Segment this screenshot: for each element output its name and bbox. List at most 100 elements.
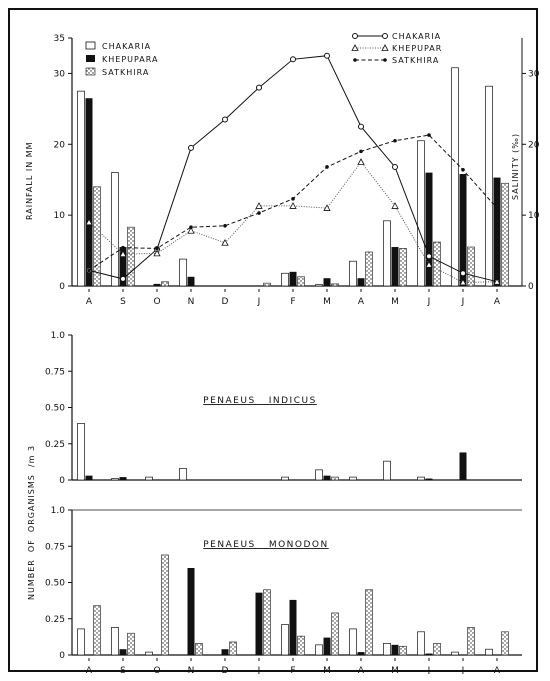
rainfall-bar-chakaria-3 (179, 258, 187, 287)
rainfall-bar-khepupara-2 (153, 283, 161, 286)
penaeus-monodon-panel: 0 0.25 0.50 0.75 1.0 NUMBER OF ORGANISMS /m … (27, 445, 522, 674)
rainfall-bar-khepupara-0 (85, 98, 93, 286)
salinity-point-chakaria-7 (324, 52, 330, 59)
rainfall-bar-khepupara-1 (119, 247, 127, 286)
legend-swatch-satkhira (85, 67, 96, 76)
rainfall-ytick-label-0: 0 (59, 282, 65, 292)
rainfall-bar-chakaria-8 (349, 260, 357, 287)
rainfall-axis-label: RAINFALL IN MM (25, 141, 34, 220)
indicus-ytick-label-4: 1.0 (51, 331, 66, 341)
salinity-point-khepupar-9 (391, 202, 399, 209)
rainfall-bar-khepupara-7 (323, 278, 331, 286)
monodon-bar-satkhira-8 (365, 589, 373, 656)
salinity-ytick-label-3: 30 (528, 69, 540, 79)
monodon-xtick-label-0: A (86, 666, 93, 674)
monodon-bar-chakaria-11 (451, 651, 459, 656)
indicus-bar-chakaria-0 (77, 423, 85, 481)
salinity-point-chakaria-3 (188, 144, 194, 151)
rainfall-xtick-label-1: S (120, 297, 126, 307)
rainfall-bar-satkhira-2 (161, 281, 169, 287)
monodon-bar-chakaria-6 (281, 624, 289, 656)
rainfall-bar-chakaria-9 (383, 220, 391, 287)
rainfall-bar-khepupara-8 (357, 278, 365, 286)
rainfall-bar-khepupara-11 (459, 174, 467, 286)
rainfall-ytick-label-4: 35 (54, 34, 65, 44)
salinity-point-satkhira-7 (325, 165, 329, 169)
monodon-bar-satkhira-2 (161, 554, 169, 656)
salinity-point-satkhira-11 (461, 167, 465, 172)
indicus-ytick-label-3: 0.75 (45, 367, 65, 377)
salinity-point-khepupar-8 (357, 158, 365, 165)
salinity-point-khepupar-6 (289, 202, 297, 209)
indicus-bar-chakaria-8 (349, 476, 357, 481)
monodon-xtick-label-7: M (323, 666, 331, 674)
salinity-point-chakaria-1 (120, 275, 126, 282)
rainfall-xtick-label-3: N (188, 297, 195, 307)
rainfall-ytick-label-1: 10 (54, 211, 66, 221)
monodon-bar-chakaria-9 (383, 643, 391, 656)
monodon-xtick-label-1: S (120, 666, 126, 674)
rainfall-xtick-label-2: O (153, 297, 160, 307)
legend-line-label-chakaria: CHAKARIA (392, 32, 441, 41)
indicus-bar-khepupara-11 (459, 452, 467, 480)
monodon-bar-satkhira-0 (93, 605, 101, 656)
legend-label-chakaria: CHAKARIA (102, 42, 151, 51)
legend-marker-chakaria (352, 33, 358, 39)
indicus-bar-khepupara-1 (119, 477, 127, 480)
monodon-ytick-label-0: 0 (59, 651, 65, 661)
monodon-bar-khepupara-8 (357, 652, 365, 655)
indicus-bar-chakaria-7 (315, 469, 323, 481)
monodon-bar-chakaria-2 (145, 651, 153, 656)
salinity-point-satkhira-4 (223, 223, 227, 228)
rainfall-bar-chakaria-12 (485, 85, 493, 287)
salinity-point-khepupar-12 (493, 277, 501, 285)
rainfall-bar-satkhira-11 (467, 246, 475, 287)
monodon-xtick-label-4: D (222, 666, 229, 674)
rainfall-xtick-label-9: M (391, 297, 399, 307)
monodon-bar-khepupara-9 (391, 644, 399, 655)
rainfall-salinity-panel: 0 10 20 30 35 0 10 20 30 RAINFALL IN MM SALINIT… (25, 32, 540, 307)
legend-swatch-chakaria (85, 41, 96, 50)
salinity-point-chakaria-10 (426, 253, 432, 260)
salinity-ytick-label-1: 10 (528, 211, 540, 221)
rainfall-xtick-label-7: M (323, 297, 331, 307)
salinity-point-khepupar-10 (425, 260, 433, 268)
salinity-point-satkhira-5 (257, 211, 261, 215)
legend-line-label-khepupar: KHEPUPAR (392, 44, 442, 53)
legend-marker-satkhira (353, 58, 357, 62)
penaeus-indicus-panel: 0 0.25 0.50 0.75 1.0 PENAEUS INDICUS (45, 331, 522, 486)
indicus-bar-chakaria-6 (281, 476, 289, 481)
indicus-ytick-label-0: 0 (59, 476, 65, 486)
salinity-point-satkhira-3 (189, 225, 193, 229)
rainfall-bar-satkhira-0 (93, 186, 101, 287)
monodon-bar-satkhira-12 (501, 631, 509, 656)
salinity-point-khepupar-0 (85, 218, 93, 226)
rainfall-ytick-label-3: 30 (54, 69, 66, 79)
salinity-point-chakaria-8 (358, 123, 364, 130)
rainfall-bar-satkhira-10 (433, 241, 441, 287)
monodon-bar-satkhira-3 (195, 643, 203, 656)
rainfall-xtick-label-12: A (494, 297, 501, 307)
rainfall-bar-khepupara-12 (493, 177, 501, 286)
rainfall-bar-chakaria-6 (281, 272, 289, 287)
salinity-point-khepupar-2 (153, 249, 161, 257)
monodon-bar-chakaria-1 (111, 627, 119, 656)
penaeus-indicus-title: PENAEUS INDICUS (203, 396, 317, 406)
indicus-bar-chakaria-10 (417, 476, 425, 481)
indicus-bar-khepupara-0 (85, 475, 93, 480)
rainfall-bar-chakaria-10 (417, 140, 425, 287)
salinity-point-chakaria-9 (392, 163, 398, 170)
salinity-point-khepupar-1 (119, 250, 127, 258)
rainfall-bar-khepupara-6 (289, 271, 297, 286)
salinity-point-satkhira-10 (427, 133, 431, 137)
rainfall-xtick-label-4: D (222, 297, 229, 307)
monodon-ytick-label-1: 0.25 (45, 615, 65, 625)
indicus-bar-khepupara-10 (425, 478, 433, 480)
rainfall-bar-chakaria-1 (111, 172, 119, 287)
monodon-bar-satkhira-9 (399, 645, 407, 656)
salinity-point-satkhira-12 (495, 206, 499, 210)
monodon-bar-chakaria-10 (417, 631, 425, 656)
indicus-bar-satkhira-7 (331, 476, 339, 481)
salinity-ytick-label-0: 0 (528, 282, 534, 292)
legend-swatch-khepupara (86, 55, 95, 62)
